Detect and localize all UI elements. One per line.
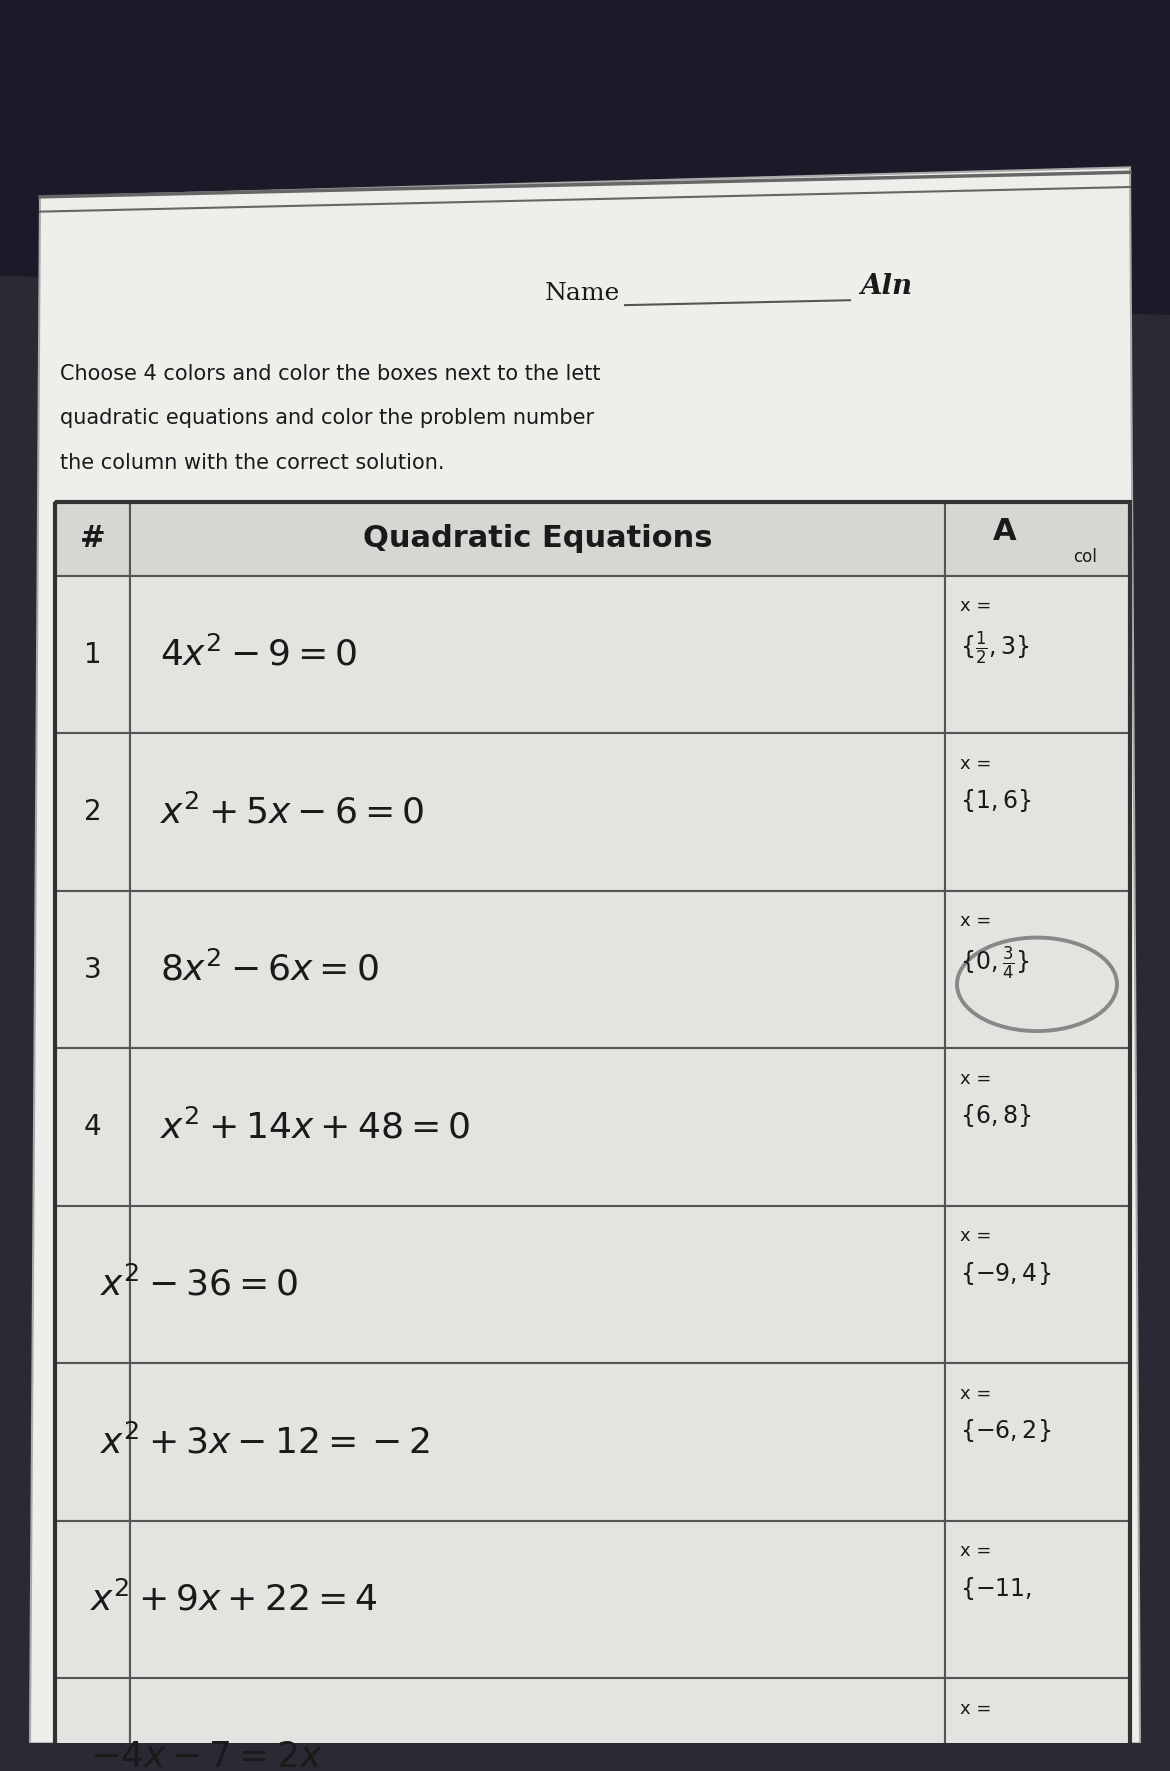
Bar	[945, 1521, 1130, 1679]
Bar	[55, 1521, 130, 1679]
Bar	[945, 891, 1130, 1048]
Text: Name: Name	[545, 282, 620, 305]
Text: $x^2+9x+22=4$: $x^2+9x+22=4$	[90, 1582, 378, 1617]
Text: x =: x =	[961, 1543, 991, 1560]
Bar	[55, 576, 130, 733]
Text: A: A	[993, 517, 1017, 545]
Text: 2: 2	[84, 799, 102, 825]
Polygon shape	[30, 166, 1140, 1743]
Text: $4x^2-9=0$: $4x^2-9=0$	[160, 636, 357, 673]
Text: 1: 1	[84, 641, 102, 669]
Bar	[130, 1521, 945, 1679]
Text: Quadratic Equations: Quadratic Equations	[363, 524, 713, 553]
Bar	[55, 1206, 130, 1364]
Bar	[55, 1048, 130, 1206]
Text: x =: x =	[961, 912, 991, 930]
Bar	[55, 891, 130, 1048]
Text: $-4x-7=2x$: $-4x-7=2x$	[90, 1739, 323, 1771]
Text: 3: 3	[83, 956, 102, 983]
Text: $\{-6, 2\}$: $\{-6, 2\}$	[961, 1417, 1051, 1445]
Bar	[945, 1048, 1130, 1206]
Text: col: col	[1073, 547, 1097, 567]
Text: $\{\frac{1}{2}, 3\}$: $\{\frac{1}{2}, 3\}$	[961, 630, 1030, 668]
Bar	[55, 501, 1130, 1771]
Text: Aln: Aln	[860, 273, 913, 301]
Text: x =: x =	[961, 1700, 991, 1718]
Text: $\{-11,$: $\{-11,$	[961, 1574, 1032, 1603]
Text: $x^2+3x-12=-2$: $x^2+3x-12=-2$	[99, 1424, 431, 1459]
Bar	[130, 576, 945, 733]
Text: x =: x =	[961, 1070, 991, 1087]
Polygon shape	[0, 0, 1170, 315]
Bar	[945, 576, 1130, 733]
Text: the column with the correct solution.: the column with the correct solution.	[60, 453, 445, 473]
Text: $x^2+14x+48=0$: $x^2+14x+48=0$	[160, 1109, 470, 1146]
Bar	[945, 1679, 1130, 1771]
Text: x =: x =	[961, 754, 991, 772]
Text: $\{0, \frac{3}{4}\}$: $\{0, \frac{3}{4}\}$	[961, 946, 1030, 983]
Text: quadratic equations and color the problem number: quadratic equations and color the proble…	[60, 409, 594, 429]
Bar	[945, 501, 1130, 576]
Bar	[130, 1206, 945, 1364]
Text: $\{6, 8\}$: $\{6, 8\}$	[961, 1102, 1031, 1130]
Bar	[130, 501, 945, 576]
Text: $x^2+5x-6=0$: $x^2+5x-6=0$	[160, 793, 424, 831]
Bar	[55, 733, 130, 891]
Bar	[55, 501, 130, 576]
Text: $\{-9, 4\}$: $\{-9, 4\}$	[961, 1259, 1051, 1288]
Bar	[55, 1364, 130, 1521]
Text: 4: 4	[84, 1112, 102, 1141]
Bar	[55, 1679, 130, 1771]
Bar	[130, 1679, 945, 1771]
Text: x =: x =	[961, 1385, 991, 1403]
Bar	[130, 1048, 945, 1206]
Bar	[130, 891, 945, 1048]
Bar	[945, 1206, 1130, 1364]
Text: Choose 4 colors and color the boxes next to the lett: Choose 4 colors and color the boxes next…	[60, 365, 600, 384]
Text: #: #	[80, 524, 105, 553]
Text: x =: x =	[961, 1227, 991, 1245]
Bar	[130, 733, 945, 891]
Text: $8x^2-6x=0$: $8x^2-6x=0$	[160, 951, 379, 988]
Text: x =: x =	[961, 597, 991, 616]
Text: $x^2-36=0$: $x^2-36=0$	[99, 1266, 298, 1303]
Text: $\{1, 6\}$: $\{1, 6\}$	[961, 788, 1031, 815]
Bar	[945, 733, 1130, 891]
Bar	[945, 1364, 1130, 1521]
Bar	[130, 1364, 945, 1521]
